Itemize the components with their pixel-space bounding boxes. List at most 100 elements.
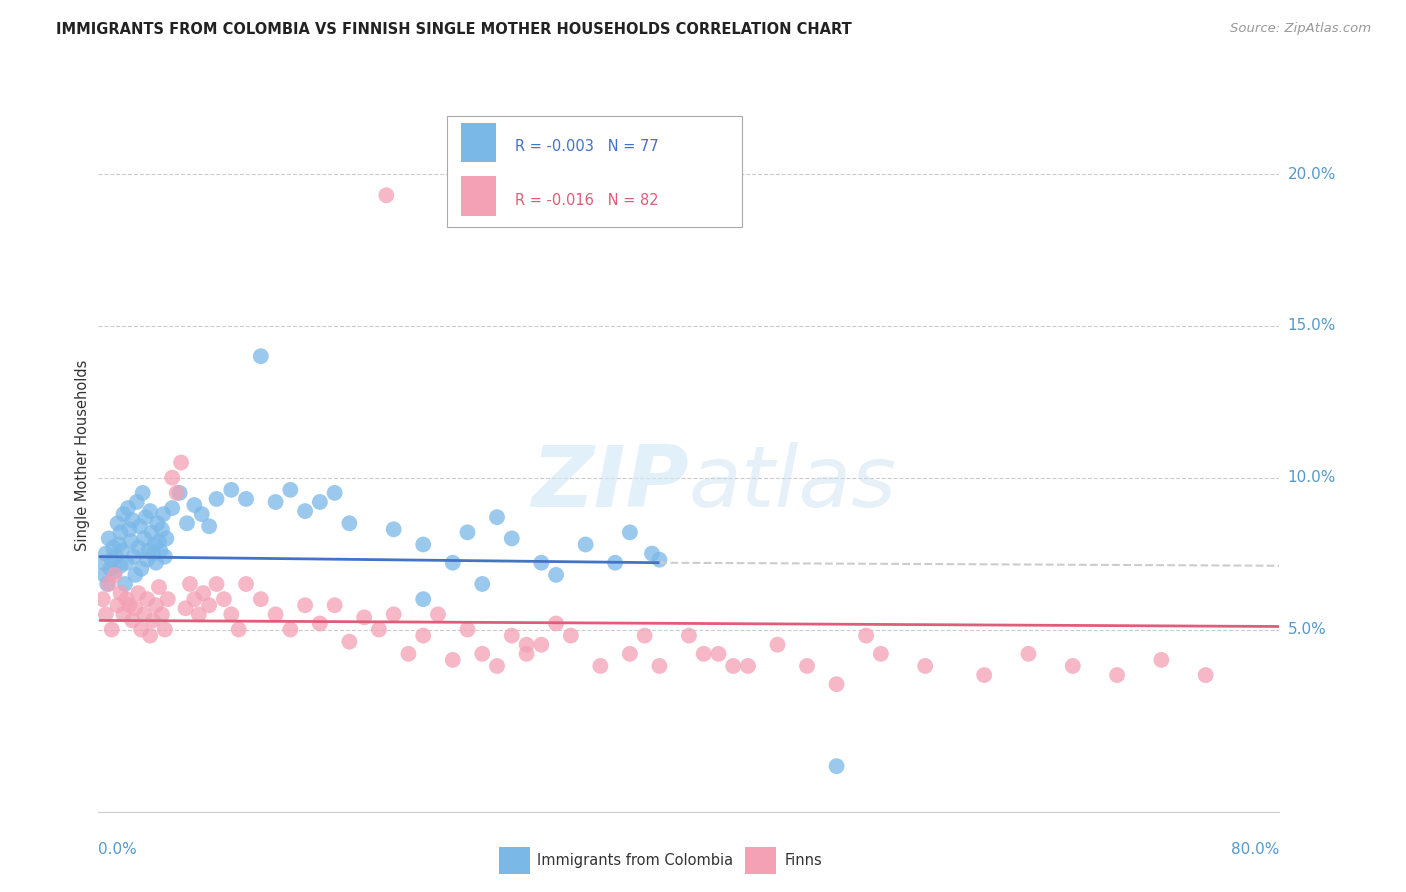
Point [166, 486, 188, 500]
Text: IMMIGRANTS FROM COLOMBIA VS FINNISH SINGLE MOTHER HOUSEHOLDS CORRELATION CHART: IMMIGRANTS FROM COLOMBIA VS FINNISH SING… [56, 22, 852, 37]
Text: 0.0%: 0.0% [98, 842, 138, 857]
Point [105, 549, 128, 564]
Point [589, 659, 612, 673]
Point [187, 607, 209, 622]
Point [115, 556, 138, 570]
Point [120, 534, 142, 549]
Point [515, 647, 537, 661]
Text: 80.0%: 80.0% [1232, 842, 1279, 857]
Point [368, 623, 391, 637]
Point [183, 498, 205, 512]
Point [170, 456, 193, 470]
Point [107, 516, 129, 531]
Point [118, 522, 141, 536]
Point [107, 599, 129, 613]
Point [112, 607, 135, 622]
Point [1150, 653, 1173, 667]
Point [648, 659, 671, 673]
Point [143, 537, 166, 551]
Text: 5.0%: 5.0% [1288, 622, 1326, 637]
Point [191, 507, 214, 521]
Point [973, 668, 995, 682]
Point [152, 507, 174, 521]
Point [118, 599, 141, 613]
Y-axis label: Single Mother Households: Single Mother Households [75, 359, 90, 550]
Point [183, 592, 205, 607]
Point [501, 629, 523, 643]
Point [122, 549, 145, 564]
Point [544, 616, 567, 631]
Point [124, 567, 146, 582]
Point [855, 629, 877, 643]
Point [721, 659, 744, 673]
Point [145, 599, 167, 613]
Text: 10.0%: 10.0% [1288, 470, 1336, 485]
Point [97, 532, 120, 546]
Point [145, 556, 167, 570]
Point [515, 638, 537, 652]
Point [605, 556, 627, 570]
Point [456, 623, 478, 637]
Point [641, 547, 664, 561]
Point [153, 623, 176, 637]
Point [129, 623, 152, 637]
Point [169, 486, 191, 500]
Point [825, 759, 848, 773]
Text: 20.0%: 20.0% [1288, 167, 1336, 182]
Point [205, 577, 228, 591]
Text: R = -0.003   N = 77: R = -0.003 N = 77 [516, 139, 659, 154]
Point [150, 522, 173, 536]
Point [544, 567, 567, 582]
Point [132, 486, 155, 500]
Point [155, 532, 177, 546]
Point [127, 541, 149, 555]
Point [98, 562, 121, 576]
Point [97, 577, 120, 591]
Point [174, 601, 197, 615]
Point [134, 532, 156, 546]
Point [94, 547, 117, 561]
Point [294, 504, 316, 518]
Point [117, 501, 139, 516]
Point [441, 653, 464, 667]
Point [1062, 659, 1084, 673]
Point [93, 567, 115, 582]
Point [193, 586, 215, 600]
Point [396, 647, 419, 661]
Point [110, 525, 132, 540]
Point [648, 552, 671, 566]
Point [96, 577, 118, 591]
Point [869, 647, 891, 661]
Point [309, 616, 332, 631]
Point [100, 623, 122, 637]
Point [412, 629, 434, 643]
Point [375, 188, 398, 202]
Point [228, 623, 250, 637]
Point [156, 592, 179, 607]
Point [125, 495, 148, 509]
Point [250, 592, 273, 607]
Point [94, 607, 117, 622]
Point [1105, 668, 1128, 682]
Point [914, 659, 936, 673]
Point [530, 556, 553, 570]
Point [309, 495, 332, 509]
Point [707, 647, 730, 661]
Text: Immigrants from Colombia: Immigrants from Colombia [537, 854, 733, 868]
Point [148, 580, 170, 594]
Point [114, 577, 136, 591]
Text: 15.0%: 15.0% [1288, 318, 1336, 334]
Point [693, 647, 716, 661]
Point [136, 552, 159, 566]
Point [162, 471, 183, 485]
Point [427, 607, 450, 622]
Point [412, 592, 434, 607]
Point [91, 592, 114, 607]
Point [619, 525, 641, 540]
Point [219, 607, 242, 622]
Point [1017, 647, 1039, 661]
Text: Finns: Finns [785, 854, 823, 868]
Point [149, 543, 172, 558]
Point [127, 586, 149, 600]
Point [574, 537, 596, 551]
